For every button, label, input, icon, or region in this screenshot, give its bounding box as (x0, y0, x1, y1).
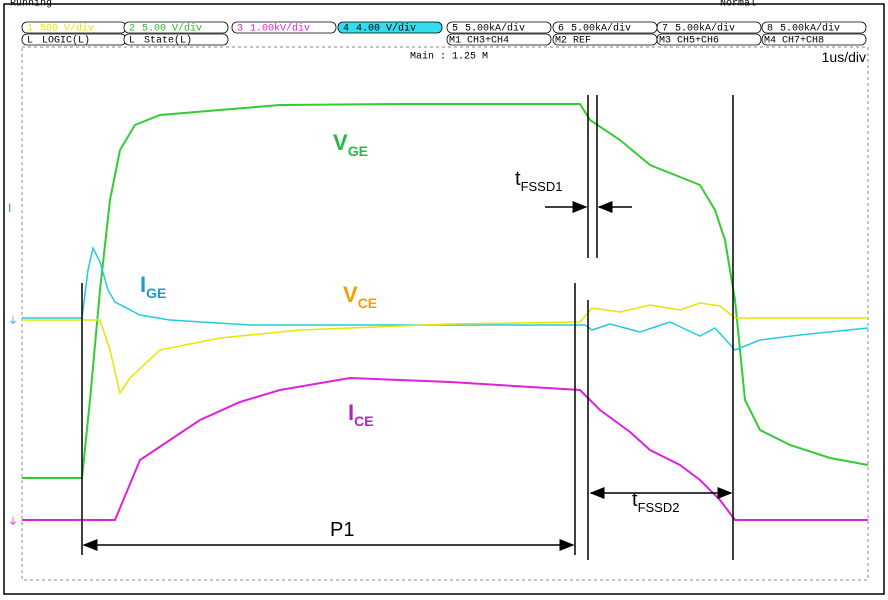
ige-label: IGE (140, 272, 166, 301)
channel-id: 7 (662, 24, 668, 35)
tfssd1-label: tFSSD1 (515, 168, 562, 194)
channel-button (656, 21, 762, 34)
tfssd2-label: tFSSD2 (632, 489, 679, 515)
ige-trace (22, 245, 869, 351)
channel-header: 1 500 V/div 2 5.00 V/div 3 1.00kV/div 4 4.00 V/… (21, 21, 867, 47)
math-id: M3 (659, 36, 671, 47)
math-id: M1 (449, 36, 461, 47)
channel-scale: 500 V/div (40, 23, 94, 35)
channel-button (761, 21, 867, 34)
math-label: CH7+CH8 (782, 36, 824, 47)
run-status: Running (10, 0, 52, 10)
vge-label: VGE (333, 130, 368, 159)
math-label: CH5+CH6 (677, 36, 719, 47)
channel-scale: 5.00kA/div (675, 23, 735, 35)
ground-marker: ⏚ (8, 315, 18, 327)
channel-scale: 5.00 V/div (142, 23, 202, 35)
channel-scale: 5.00kA/div (465, 23, 525, 35)
channel-scale: 4.00 V/div (356, 23, 416, 35)
channel-button (446, 21, 552, 34)
channel-id: 2 (129, 24, 135, 35)
channel-id: 3 (237, 24, 243, 35)
p1-label: P1 (330, 519, 354, 541)
math-label: REF (573, 36, 591, 47)
math-id: L (27, 36, 33, 47)
channel-id: 5 (452, 24, 458, 35)
math-label: LOGIC(L) (42, 35, 90, 47)
math-button (552, 33, 658, 46)
markers (81, 95, 734, 560)
ground-marker: ⏚ (8, 516, 18, 528)
math-id: M2 (555, 36, 567, 47)
channel-scale: 1.00kV/div (250, 23, 310, 35)
math-label: CH3+CH4 (467, 36, 509, 47)
channel-id: 4 (343, 24, 349, 35)
math-label: State(L) (144, 35, 192, 47)
ice-trace (22, 376, 868, 521)
trigger-mode: Normal (720, 0, 756, 10)
vce-trace (22, 302, 868, 395)
channel-id: 6 (558, 24, 564, 35)
vce-label: VCE (343, 282, 377, 311)
time-scale: 1us/div (822, 49, 866, 65)
math-button (761, 33, 867, 46)
math-button (446, 33, 552, 46)
channel-button (337, 21, 443, 34)
graticule (21, 46, 869, 581)
math-button (123, 33, 229, 46)
trigger-marker: I (8, 201, 11, 215)
channel-button (231, 21, 337, 34)
vge-trace (22, 103, 869, 479)
channel-id: 1 (27, 24, 33, 35)
channel-scale: 5.00kA/div (571, 23, 631, 35)
record-length: Main : 1.25 M (410, 51, 488, 63)
math-id: L (129, 36, 135, 47)
channel-scale: 5.00kA/div (780, 23, 840, 35)
ice-label: ICE (348, 400, 374, 429)
outer-frame (3, 3, 885, 595)
channel-id: 8 (767, 24, 773, 35)
math-button (656, 33, 762, 46)
channel-button (123, 21, 229, 34)
math-id: M4 (764, 36, 776, 47)
